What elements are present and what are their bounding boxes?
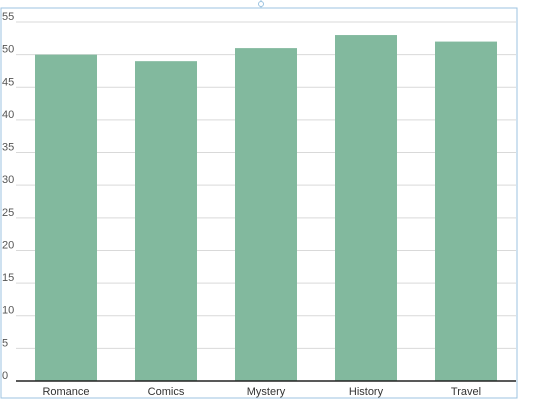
- y-tick-label: 5: [2, 337, 8, 349]
- x-tick-label: Romance: [42, 386, 89, 398]
- y-tick-label: 15: [2, 272, 14, 284]
- bar-history[interactable]: [335, 35, 397, 382]
- x-tick-labels: Romance Comics Mystery History Travel: [42, 386, 481, 398]
- selection-frame: [0, 7, 518, 399]
- y-tick-label: 50: [2, 44, 14, 56]
- selection-handle[interactable]: [258, 1, 264, 7]
- y-tick-label: 10: [2, 305, 14, 317]
- y-tick-label: 45: [2, 76, 14, 88]
- bar-comics[interactable]: [135, 61, 197, 381]
- x-tick-label: Travel: [451, 386, 481, 398]
- y-tick-label: 30: [2, 174, 14, 186]
- bar-travel[interactable]: [435, 41, 497, 381]
- y-tick-label: 0: [2, 370, 8, 382]
- bars: [35, 35, 497, 382]
- bar-romance[interactable]: [35, 54, 97, 382]
- y-tick-labels: 0 5 10 15 20 25 30 35 40 45 50 55: [2, 11, 14, 382]
- y-tick-label: 55: [2, 11, 14, 23]
- y-tick-label: 25: [2, 207, 14, 219]
- y-tick-label: 40: [2, 109, 14, 121]
- y-tick-label: 35: [2, 142, 14, 154]
- x-tick-label: Mystery: [247, 386, 286, 398]
- bar-mystery[interactable]: [235, 48, 297, 381]
- x-tick-label: Comics: [148, 386, 185, 398]
- y-tick-label: 20: [2, 239, 14, 251]
- x-tick-label: History: [349, 386, 384, 398]
